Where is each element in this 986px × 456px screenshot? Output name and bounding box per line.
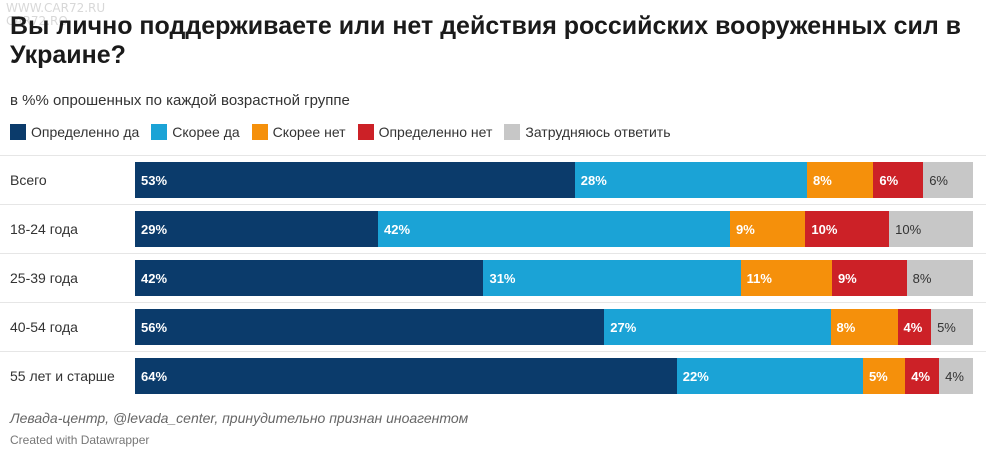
data-label: 42% [384,221,411,237]
chart-subtitle: в %% опрошенных по каждой возрастной гру… [10,92,350,109]
legend-item: Затрудняюсь ответить [504,124,670,140]
data-label: 53% [141,172,168,188]
legend-label: Определенно нет [378,124,493,140]
data-label: 9% [735,221,755,237]
data-label: 64% [141,368,168,384]
data-label: 56% [141,319,168,335]
legend-swatch [504,124,521,140]
data-label: 42% [141,270,168,286]
bar-row: 40-54 года 56% 27% 8% 4% 5% [0,302,986,351]
data-label: 8% [813,172,832,188]
data-label: 5% [937,319,956,335]
data-label: 11% [746,270,772,286]
bar-segment: 4% [897,309,932,345]
bar-segment: 28% [574,162,808,198]
bar-row: Всего 53% 28% 8% 6% 6% [0,155,986,204]
data-label: 31% [489,270,516,286]
legend-label: Скорее нет [272,124,346,140]
bar-segment: 53% [135,162,575,198]
bar-row: 25-39 года 42% 31% 11% 9% 8% [0,253,986,302]
bar-segment: 11% [740,260,832,296]
data-label: 8% [836,319,856,335]
bar-segment: 9% [831,260,907,296]
stacked-bar: 42% 31% 11% 9% 8% [135,260,973,296]
bar-segment: 4% [905,358,940,394]
bar-segment: 4% [939,358,973,394]
data-label: 5% [868,368,888,384]
data-label: 8% [912,270,932,286]
data-label: 22% [682,368,709,384]
legend-swatch [151,124,168,140]
chart-rows: Всего 53% 28% 8% 6% 6% 18-24 года 29% 42% 9% 10% 10… [0,155,986,400]
bar-segment: 6% [923,162,973,198]
legend-item: Скорее да [151,124,240,140]
data-label: 29% [141,221,168,237]
credit-note: Created with Datawrapper [10,433,150,447]
bar-segment: 10% [889,211,973,247]
bar-segment: 5% [931,309,973,345]
bar-segment: 31% [483,260,741,296]
bar-row: 18-24 года 29% 42% 9% 10% 10% [0,204,986,253]
bar-segment: 29% [135,211,379,247]
data-label: 6% [879,172,899,188]
legend-label: Определенно да [31,124,140,140]
data-label: 27% [610,319,637,335]
bar-segment: 6% [873,162,924,198]
legend-swatch [10,124,26,140]
data-label: 4% [911,368,931,384]
watermark-line-2: CAR72.RO [6,14,68,28]
data-label: 4% [945,368,964,384]
chart-title: Вы лично поддерживаете или нет действия … [10,12,962,69]
bar-segment: 10% [805,211,890,247]
data-label: 4% [903,319,923,335]
watermark-line-1: WWW.CAR72.RU [6,1,106,15]
legend-label: Скорее да [172,124,240,140]
legend-item: Скорее нет [251,124,346,140]
legend-item: Определенно да [10,124,139,140]
legend-item: Определенно нет [357,124,493,140]
stacked-bar: 29% 42% 9% 10% 10% [135,211,973,247]
bar-segment: 56% [135,309,605,345]
legend: Определенно да Скорее да Скорее нет Определ… [10,124,682,140]
bar-segment: 42% [378,211,730,247]
legend-swatch [251,124,268,140]
stacked-bar: 56% 27% 8% 4% 5% [135,309,973,345]
category-label: 40-54 года [10,319,78,335]
bar-segment: 64% [135,358,677,394]
bar-segment: 27% [604,309,831,345]
bar-segment: 5% [862,358,906,394]
legend-label: Затрудняюсь ответить [525,124,671,140]
stacked-bar: 53% 28% 8% 6% 6% [135,162,973,198]
stacked-bar: 64% 22% 5% 4% 4% [135,358,973,394]
bar-segment: 9% [729,211,806,247]
category-label: 18-24 года [10,221,78,237]
source-note: Левада-центр, @levada_center, принудител… [10,410,469,426]
bar-segment: 42% [135,260,484,296]
bar-segment: 8% [830,309,898,345]
data-label: 10% [895,221,922,237]
category-label: Всего [10,172,47,188]
data-label: 6% [929,172,948,188]
bar-row: 55 лет и старше 64% 22% 5% 4% 4% [0,351,986,400]
data-label: 9% [837,270,857,286]
bar-segment: 22% [676,358,863,394]
category-label: 55 лет и старше [10,368,115,384]
watermark: WWW.CAR72.RU CAR72.RO [6,2,105,28]
bar-segment: 8% [807,162,874,198]
bar-segment: 8% [906,260,973,296]
legend-swatch [357,124,374,140]
data-label: 28% [580,172,607,188]
category-label: 25-39 года [10,270,78,286]
data-label: 10% [811,221,838,237]
